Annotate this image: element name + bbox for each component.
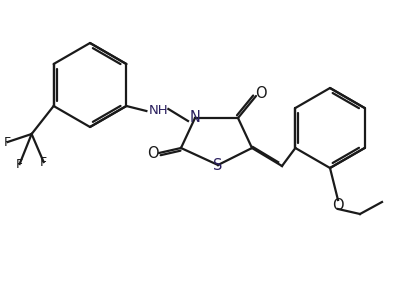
Text: O: O bbox=[332, 198, 344, 212]
Text: F: F bbox=[40, 155, 47, 169]
Text: N: N bbox=[190, 110, 200, 126]
Text: O: O bbox=[255, 87, 267, 101]
Text: NH: NH bbox=[148, 105, 168, 117]
Text: O: O bbox=[147, 146, 159, 160]
Text: F: F bbox=[16, 157, 23, 171]
Text: F: F bbox=[4, 135, 11, 148]
Text: S: S bbox=[213, 157, 223, 173]
